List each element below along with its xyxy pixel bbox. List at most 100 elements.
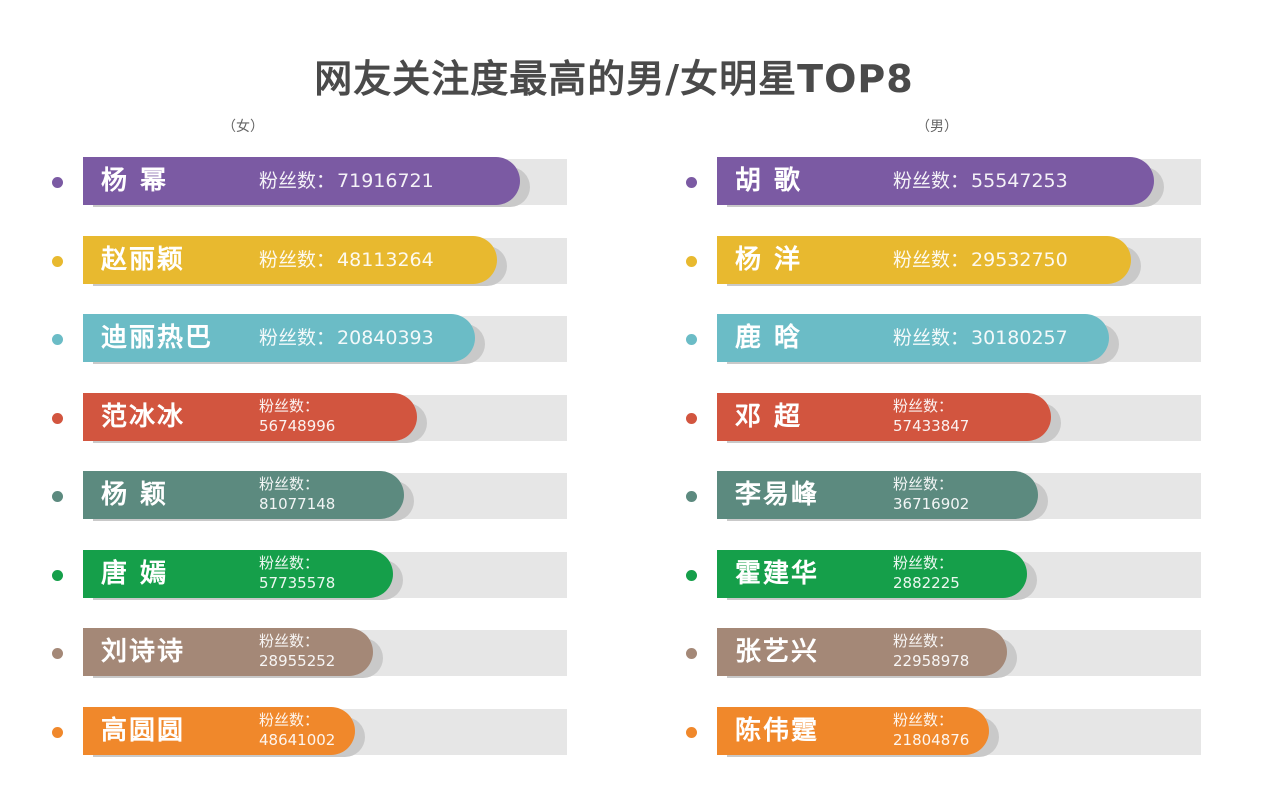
fans-label-text: 粉丝数：: [893, 170, 970, 192]
bar: [717, 628, 1007, 676]
fans-value: 48641002: [259, 730, 336, 749]
fans-count-label: 粉丝数： 20840393: [259, 314, 559, 362]
female-bar-row: 刘诗诗 粉丝数： 28955252: [52, 628, 572, 678]
star-name-label: 杨 颖: [101, 480, 169, 510]
bullet-dot: [52, 491, 63, 502]
male-bar-row: 张艺兴 粉丝数： 22958978: [686, 628, 1206, 678]
star-name-label: 杨 幂: [101, 166, 169, 196]
fans-label-text: 粉丝数：: [893, 475, 954, 493]
bullet-dot: [686, 569, 697, 581]
female-bar-row: 赵丽颖 粉丝数： 48113264: [52, 235, 572, 286]
bar: [717, 706, 989, 755]
fans-label-text: 粉丝数：: [259, 553, 320, 572]
fans-label-text: 粉丝数：: [893, 553, 954, 572]
star-name-label: 李易峰: [735, 480, 820, 510]
female-group-label: （女）: [222, 119, 264, 135]
fans-label-text: 粉丝数：: [259, 327, 336, 349]
fans-label-text: 粉丝数：: [259, 396, 320, 415]
fans-count-label: 粉丝数： 30180257: [893, 314, 1193, 362]
male-bar-row: 陈伟霆 粉丝数： 21804876: [686, 706, 1206, 758]
female-bar-row: 高圆圆 粉丝数： 48641002: [52, 706, 572, 758]
fans-label-text: 粉丝数：: [893, 632, 954, 650]
fans-value: 28955252: [259, 652, 336, 670]
bar: [717, 392, 1051, 441]
fans-label-text: 粉丝数：: [259, 170, 336, 192]
fans-value: 36716902: [893, 495, 970, 513]
bullet-dot: [686, 177, 697, 188]
fans-count-label: 粉丝数： 55547253: [893, 157, 1193, 205]
bar: [717, 235, 1131, 284]
star-name-label: 霍建华: [735, 558, 820, 589]
bullet-dot: [52, 412, 63, 424]
female-bar-row: 迪丽热巴 粉丝数： 20840393: [52, 314, 572, 364]
fans-value: 21804876: [893, 730, 970, 749]
fans-value: 30180257: [971, 327, 1068, 349]
fans-count-label: 粉丝数： 22958978: [893, 628, 1193, 679]
bar: [717, 157, 1154, 205]
bar: [83, 235, 497, 284]
bullet-dot: [52, 569, 63, 581]
female-bar-row: 唐 嫣 粉丝数： 57735578: [52, 549, 572, 601]
fans-value: 48113264: [337, 248, 434, 271]
bullet-dot: [52, 334, 63, 345]
bullet-dot: [686, 412, 697, 424]
star-name-label: 唐 嫣: [101, 558, 169, 589]
bullet-dot: [52, 255, 63, 267]
fans-count-label: 粉丝数： 81077148: [259, 471, 559, 522]
fans-count-label: 粉丝数： 21804876: [893, 707, 1193, 758]
bar: [83, 471, 404, 519]
bullet-dot: [52, 177, 63, 188]
fans-count-label: 粉丝数： 71916721: [259, 157, 559, 205]
bar: [717, 549, 1027, 598]
bar: [83, 392, 417, 441]
fans-count-label: 粉丝数： 48641002: [259, 707, 559, 758]
fans-value: 55547253: [971, 170, 1068, 192]
bar: [83, 628, 373, 676]
female-bar-row: 杨 幂 粉丝数： 71916721: [52, 157, 572, 207]
fans-value: 29532750: [971, 248, 1068, 271]
star-name-label: 赵丽颖: [101, 244, 186, 275]
fans-count-label: 粉丝数： 2882225: [893, 550, 1193, 601]
fans-count-label: 粉丝数： 57735578: [259, 550, 559, 601]
fans-value: 57735578: [259, 573, 336, 592]
fans-value: 81077148: [259, 495, 336, 513]
male-bar-row: 李易峰 粉丝数： 36716902: [686, 471, 1206, 521]
bullet-dot: [52, 648, 63, 659]
fans-label-text: 粉丝数：: [893, 248, 970, 271]
fans-count-label: 粉丝数： 29532750: [893, 236, 1193, 284]
male-bar-row: 胡 歌 粉丝数： 55547253: [686, 157, 1206, 207]
male-bar-row: 鹿 晗 粉丝数： 30180257: [686, 314, 1206, 364]
fans-label-text: 粉丝数：: [893, 327, 970, 349]
fans-value: 71916721: [337, 170, 434, 192]
bullet-dot: [686, 334, 697, 345]
bar: [717, 471, 1038, 519]
fans-value: 20840393: [337, 327, 434, 349]
fans-label-text: 粉丝数：: [259, 475, 320, 493]
female-bar-row: 范冰冰 粉丝数： 56748996: [52, 392, 572, 444]
bullet-dot: [686, 255, 697, 267]
bar: [83, 549, 393, 598]
bullet-dot: [52, 726, 63, 738]
fans-value: 2882225: [893, 573, 960, 592]
star-name-label: 范冰冰: [101, 401, 186, 432]
bar: [717, 314, 1109, 362]
fans-count-label: 粉丝数： 28955252: [259, 628, 559, 679]
fans-label-text: 粉丝数：: [893, 396, 954, 415]
fans-value: 56748996: [259, 416, 336, 435]
fans-label-text: 粉丝数：: [259, 710, 320, 729]
fans-value: 57433847: [893, 416, 970, 435]
star-name-label: 鹿 晗: [735, 323, 803, 353]
fans-count-label: 粉丝数： 36716902: [893, 471, 1193, 522]
bar: [83, 157, 520, 205]
bar: [83, 706, 355, 755]
fans-count-label: 粉丝数： 48113264: [259, 236, 559, 284]
bullet-dot: [686, 491, 697, 502]
fans-count-label: 粉丝数： 56748996: [259, 393, 559, 444]
bullet-dot: [686, 648, 697, 659]
male-bar-row: 邓 超 粉丝数： 57433847: [686, 392, 1206, 443]
fans-label-text: 粉丝数：: [259, 632, 320, 650]
male-group-label: （男）: [916, 119, 958, 135]
fans-label-text: 粉丝数：: [893, 710, 954, 729]
star-name-label: 张艺兴: [735, 637, 820, 667]
star-name-label: 刘诗诗: [101, 637, 186, 667]
